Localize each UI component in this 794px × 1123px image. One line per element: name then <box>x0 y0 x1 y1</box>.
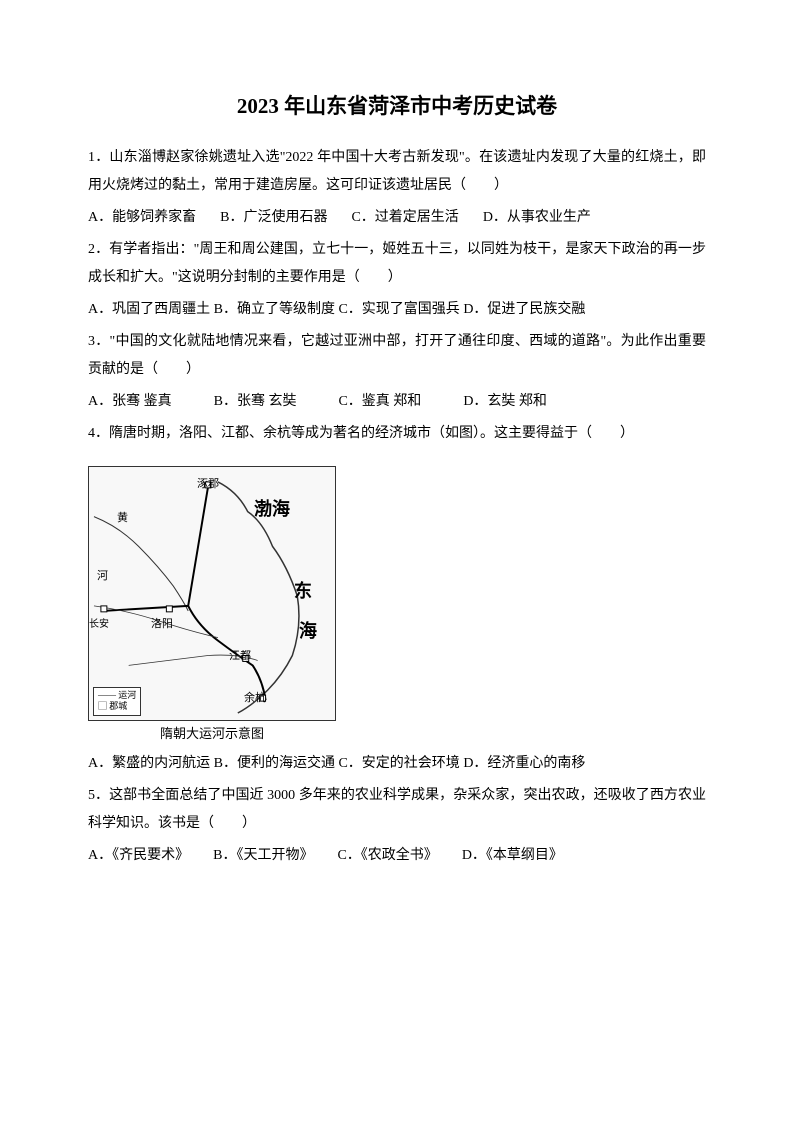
question-3: 3．"中国的文化就陆地情况来看，它越过亚洲中部，打开了通往印度、西域的道路"。为… <box>88 328 706 384</box>
map-label-changan: 长安 <box>89 615 109 630</box>
question-4: 4．隋唐时期，洛阳、江都、余杭等成为著名的经济城市（如图）。这主要得益于（ ） <box>88 420 706 448</box>
map-label-luoyang: 洛阳 <box>151 615 173 631</box>
question-2: 2．有学者指出："周王和周公建国，立七十一，姬姓五十三，以同姓为枝干，是家天下政… <box>88 236 706 292</box>
map-label-jiangdu: 江都 <box>229 647 251 663</box>
map-label-donghai-2: 海 <box>299 617 317 643</box>
page-title: 2023 年山东省菏泽市中考历史试卷 <box>88 90 706 120</box>
q5-number: 5． <box>88 788 109 803</box>
q3-opt-b: B．张骞 玄奘 <box>214 388 297 416</box>
q5-opt-d: D．《本草纲目》 <box>462 842 563 870</box>
map-label-zhuojun: 涿郡 <box>197 475 219 491</box>
q2-options: A．巩固了西周疆土 B．确立了等级制度 C．实现了富国强兵 D．促进了民族交融 <box>88 296 706 324</box>
q4-opt-d: D．经济重心的南移 <box>463 756 585 771</box>
q3-number: 3． <box>88 334 110 349</box>
map-image: 渤海 东 海 黄 河 长安 洛阳 江都 余杭 涿郡 —— 运河 ▢ 郡城 <box>88 466 336 721</box>
q5-opt-a: A．《齐民要术》 <box>88 842 189 870</box>
q4-number: 4． <box>88 426 109 441</box>
q1-opt-c: C．过着定居生活 <box>351 204 458 232</box>
q1-options: A．能够饲养家畜 B．广泛使用石器 C．过着定居生活 D．从事农业生产 <box>88 204 706 232</box>
legend-line1: —— 运河 <box>98 690 136 702</box>
q3-options: A．张骞 鉴真 B．张骞 玄奘 C．鉴真 郑和 D．玄奘 郑和 <box>88 388 706 416</box>
q2-text: 有学者指出："周王和周公建国，立七十一，姬姓五十三，以同姓为枝干，是家天下政治的… <box>88 242 706 285</box>
q5-options: A．《齐民要术》 B．《天工开物》 C．《农政全书》 D．《本草纲目》 <box>88 842 706 870</box>
q3-opt-a: A．张骞 鉴真 <box>88 388 172 416</box>
q2-opt-c: C．实现了富国强兵 <box>338 302 459 317</box>
q2-number: 2． <box>88 242 109 257</box>
q1-text: 山东淄博赵家徐姚遗址入选"2022 年中国十大考古新发现"。在该遗址内发现了大量… <box>88 150 706 193</box>
q1-opt-d: D．从事农业生产 <box>483 204 591 232</box>
map-label-he: 河 <box>97 567 108 583</box>
q1-number: 1． <box>88 150 109 165</box>
q2-opt-a: A．巩固了西周疆土 <box>88 302 210 317</box>
question-5: 5．这部书全面总结了中国近 3000 多年来的农业科学成果，杂采众家，突出农政，… <box>88 782 706 838</box>
q4-opt-b: B．便利的海运交通 <box>214 756 335 771</box>
q5-text: 这部书全面总结了中国近 3000 多年来的农业科学成果，杂采众家，突出农政，还吸… <box>88 788 706 831</box>
map-caption: 隋朝大运河示意图 <box>88 723 336 742</box>
question-1: 1．山东淄博赵家徐姚遗址入选"2022 年中国十大考古新发现"。在该遗址内发现了… <box>88 144 706 200</box>
q2-opt-d: D．促进了民族交融 <box>463 302 585 317</box>
map-label-huang: 黄 <box>117 509 128 525</box>
q5-opt-b: B．《天工开物》 <box>213 842 313 870</box>
q1-opt-b: B．广泛使用石器 <box>220 204 327 232</box>
q5-opt-c: C．《农政全书》 <box>337 842 437 870</box>
q4-opt-c: C．安定的社会环境 <box>338 756 459 771</box>
q4-text: 隋唐时期，洛阳、江都、余杭等成为著名的经济城市（如图）。这主要得益于（ ） <box>109 426 634 441</box>
map-label-bohai: 渤海 <box>254 495 290 521</box>
q3-text: "中国的文化就陆地情况来看，它越过亚洲中部，打开了通往印度、西域的道路"。为此作… <box>88 334 706 377</box>
map-label-donghai-1: 东 <box>294 577 312 603</box>
q4-options: A．繁盛的内河航运 B．便利的海运交通 C．安定的社会环境 D．经济重心的南移 <box>88 750 706 778</box>
q3-opt-d: D．玄奘 郑和 <box>463 388 547 416</box>
q1-opt-a: A．能够饲养家畜 <box>88 204 196 232</box>
map-figure: 渤海 东 海 黄 河 长安 洛阳 江都 余杭 涿郡 —— 运河 ▢ 郡城 隋朝大… <box>88 466 706 742</box>
map-label-yuhang: 余杭 <box>244 689 266 705</box>
map-legend: —— 运河 ▢ 郡城 <box>93 687 141 716</box>
q4-opt-a: A．繁盛的内河航运 <box>88 756 210 771</box>
q3-opt-c: C．鉴真 郑和 <box>338 388 421 416</box>
q2-opt-b: B．确立了等级制度 <box>214 302 335 317</box>
legend-line2: ▢ 郡城 <box>98 701 136 713</box>
